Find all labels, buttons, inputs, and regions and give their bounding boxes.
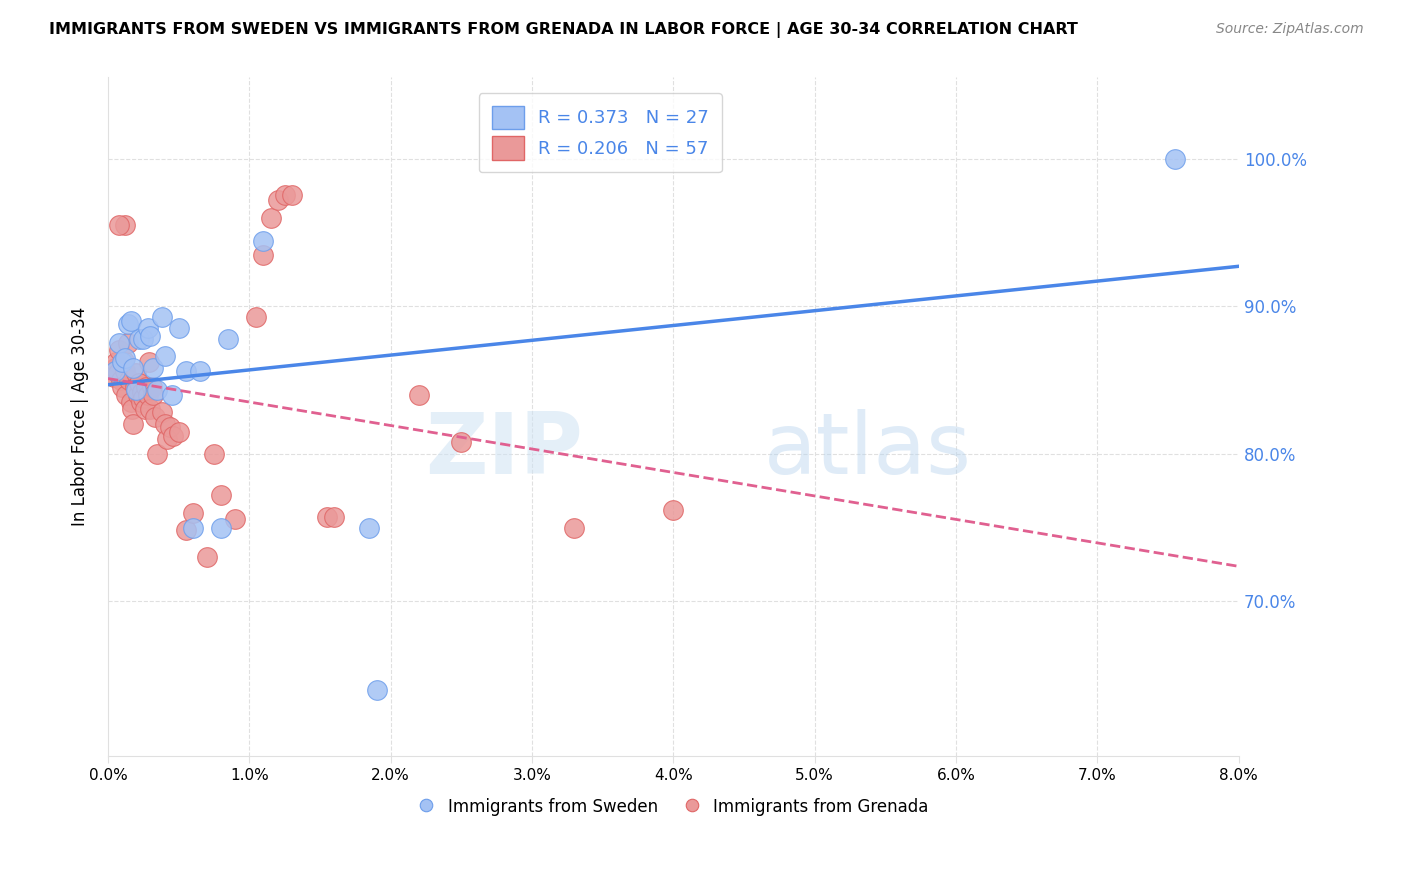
Point xyxy=(162,429,184,443)
Point xyxy=(136,388,159,402)
Point xyxy=(266,193,288,207)
Point xyxy=(217,332,239,346)
Point xyxy=(112,353,135,368)
Point xyxy=(110,373,132,387)
Point xyxy=(153,349,176,363)
Point xyxy=(115,388,138,402)
Point xyxy=(105,355,128,369)
Point xyxy=(195,549,218,564)
Point xyxy=(224,511,246,525)
Point xyxy=(153,417,176,432)
Point xyxy=(111,380,134,394)
Point xyxy=(245,310,267,324)
Point xyxy=(252,234,274,248)
Point xyxy=(174,524,197,538)
Point xyxy=(117,317,139,331)
Point xyxy=(174,364,197,378)
Point xyxy=(121,402,143,417)
Point xyxy=(120,314,142,328)
Point xyxy=(142,361,165,376)
Point xyxy=(114,218,136,232)
Point xyxy=(146,447,169,461)
Point xyxy=(125,366,148,380)
Point xyxy=(564,520,586,534)
Point xyxy=(188,364,211,378)
Point xyxy=(143,409,166,424)
Point xyxy=(662,503,685,517)
Point xyxy=(209,520,232,534)
Text: IMMIGRANTS FROM SWEDEN VS IMMIGRANTS FROM GRENADA IN LABOR FORCE | AGE 30-34 COR: IMMIGRANTS FROM SWEDEN VS IMMIGRANTS FRO… xyxy=(49,22,1078,38)
Text: Source: ZipAtlas.com: Source: ZipAtlas.com xyxy=(1216,22,1364,37)
Point xyxy=(122,361,145,376)
Legend: Immigrants from Sweden, Immigrants from Grenada: Immigrants from Sweden, Immigrants from … xyxy=(412,791,935,822)
Point xyxy=(111,355,134,369)
Point xyxy=(124,380,146,394)
Point xyxy=(128,376,150,390)
Point xyxy=(104,361,127,376)
Point xyxy=(150,405,173,419)
Point xyxy=(132,332,155,346)
Point xyxy=(114,351,136,365)
Point xyxy=(125,384,148,398)
Point xyxy=(181,506,204,520)
Text: ZIP: ZIP xyxy=(425,409,583,492)
Point xyxy=(450,434,472,449)
Point xyxy=(280,188,302,202)
Point xyxy=(108,336,131,351)
Point xyxy=(117,336,139,351)
Y-axis label: In Labor Force | Age 30-34: In Labor Force | Age 30-34 xyxy=(72,307,89,526)
Point xyxy=(118,373,141,387)
Point xyxy=(252,247,274,261)
Point xyxy=(202,447,225,461)
Point xyxy=(366,682,388,697)
Point xyxy=(127,388,149,402)
Point xyxy=(103,370,125,384)
Point xyxy=(159,420,181,434)
Point xyxy=(108,343,131,358)
Point xyxy=(316,510,339,524)
Point xyxy=(146,384,169,398)
Point xyxy=(142,388,165,402)
Point xyxy=(138,355,160,369)
Point xyxy=(139,402,162,417)
Point xyxy=(1164,152,1187,166)
Point xyxy=(132,391,155,405)
Point xyxy=(114,364,136,378)
Point xyxy=(141,380,163,394)
Point xyxy=(408,388,430,402)
Point xyxy=(131,384,153,399)
Point xyxy=(273,188,295,202)
Point xyxy=(156,432,179,446)
Point xyxy=(359,520,381,534)
Point xyxy=(136,321,159,335)
Point xyxy=(134,402,156,417)
Point xyxy=(108,218,131,232)
Point xyxy=(323,510,346,524)
Point xyxy=(181,520,204,534)
Point xyxy=(129,395,152,409)
Point xyxy=(120,395,142,409)
Point xyxy=(259,211,281,225)
Point xyxy=(104,364,127,378)
Point xyxy=(139,328,162,343)
Point xyxy=(150,310,173,324)
Point xyxy=(167,425,190,439)
Point xyxy=(160,388,183,402)
Point xyxy=(167,321,190,335)
Point xyxy=(209,488,232,502)
Point xyxy=(122,417,145,432)
Point xyxy=(107,366,129,380)
Point xyxy=(128,332,150,346)
Point xyxy=(135,380,157,394)
Text: atlas: atlas xyxy=(763,409,972,492)
